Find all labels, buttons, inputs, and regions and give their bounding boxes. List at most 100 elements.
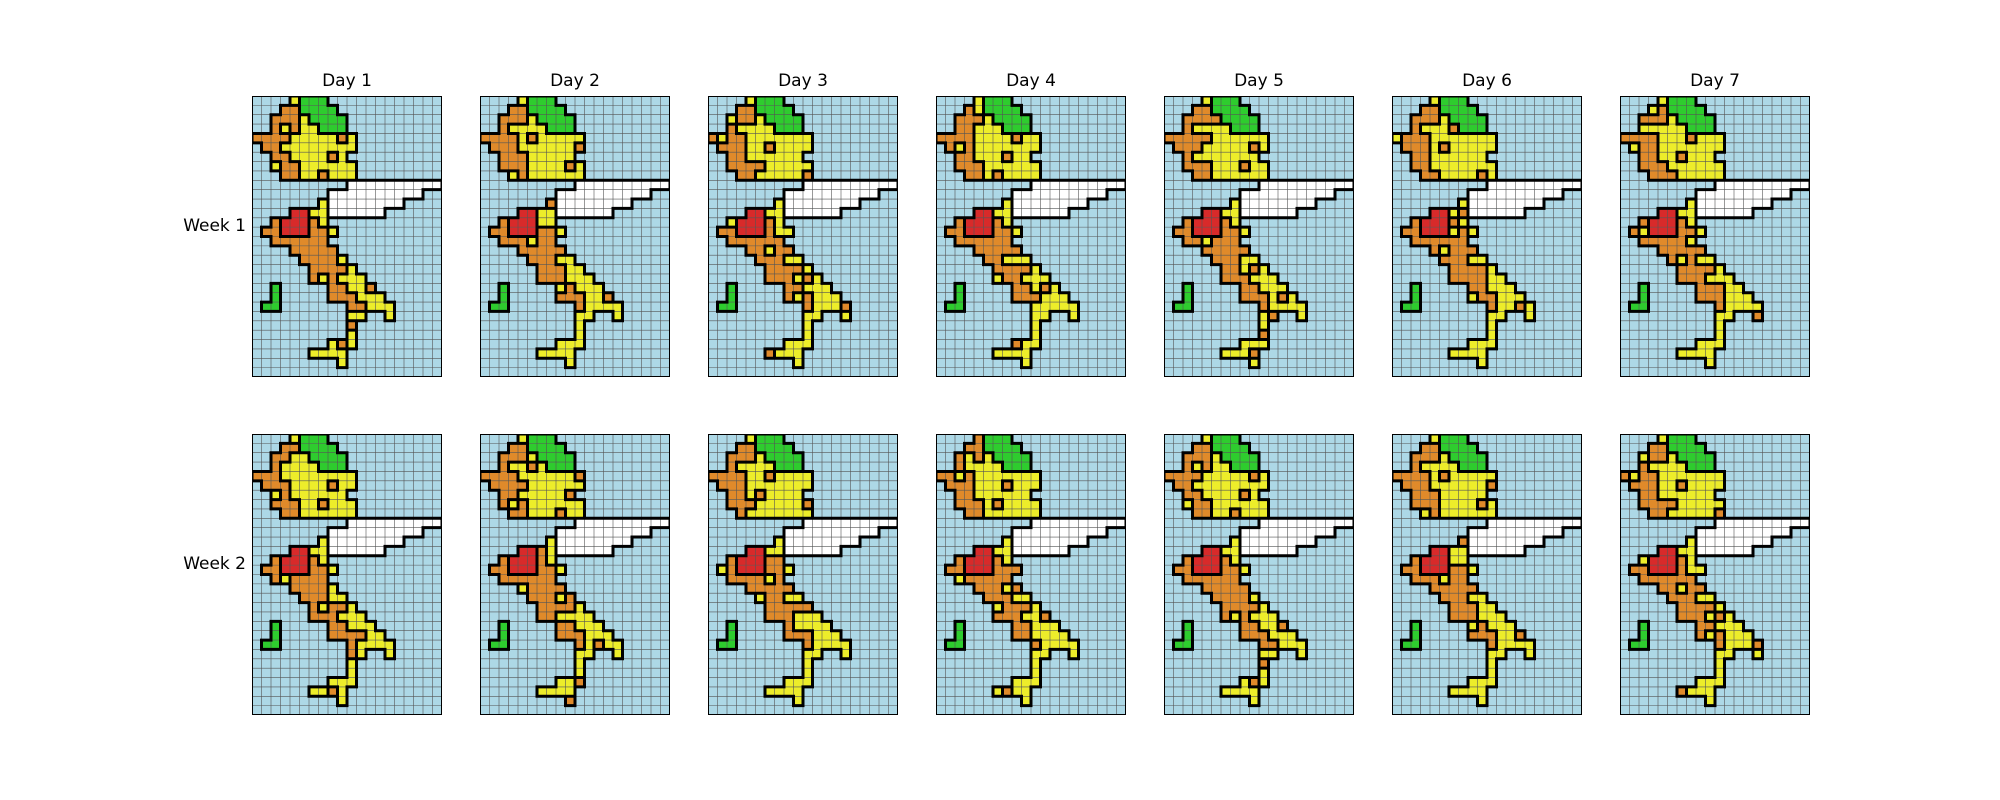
region-cell — [1705, 114, 1715, 125]
region-cell — [1639, 236, 1649, 246]
region-cell — [1002, 170, 1012, 181]
region-cell — [1240, 677, 1250, 687]
region-cell — [1059, 208, 1069, 218]
region-cell — [1012, 565, 1022, 575]
region-cell — [784, 621, 794, 631]
region-cell — [1031, 649, 1041, 659]
region-cell — [1002, 508, 1012, 519]
region-cell — [556, 227, 566, 237]
region-cell — [1050, 527, 1060, 538]
region-cell — [556, 611, 566, 622]
region-cell — [1487, 480, 1497, 491]
region-cell — [1078, 527, 1088, 538]
region-cell — [328, 499, 338, 509]
region-cell — [1211, 170, 1221, 181]
region-cell — [841, 189, 851, 200]
region-cell — [1297, 640, 1307, 650]
region-cell — [803, 630, 813, 641]
region-cell — [1268, 537, 1278, 547]
region-cell — [784, 630, 794, 641]
region-cell — [1696, 621, 1706, 631]
region-cell — [955, 161, 965, 171]
region-cell — [1800, 518, 1810, 528]
region-cell — [1230, 546, 1240, 556]
region-cell — [793, 621, 803, 631]
region-cell — [347, 170, 357, 181]
region-cell — [518, 152, 528, 162]
region-cell — [309, 583, 319, 594]
region-cell — [765, 348, 775, 359]
region-cell — [1240, 292, 1250, 303]
region-cell — [1221, 499, 1231, 509]
region-cell — [1050, 640, 1060, 650]
region-cell — [318, 217, 328, 228]
region-cell — [290, 152, 300, 162]
region-cell — [1696, 462, 1706, 472]
map-panel — [1620, 434, 1810, 715]
region-cell — [1715, 546, 1725, 556]
region-cell — [1202, 114, 1212, 125]
region-cell — [546, 208, 556, 218]
region-cell — [1240, 189, 1250, 200]
region-cell — [1012, 677, 1022, 687]
region-cell — [527, 452, 537, 463]
region-cell — [784, 152, 794, 162]
region-cell — [508, 443, 518, 453]
region-cell — [518, 471, 528, 481]
region-cell — [1420, 508, 1430, 519]
region-cell — [1449, 170, 1459, 181]
region-cell — [774, 208, 784, 218]
region-cell — [584, 630, 594, 641]
region-cell — [318, 208, 328, 218]
region-cell — [280, 480, 290, 491]
region-cell — [974, 574, 984, 584]
region-cell — [1724, 640, 1734, 650]
region-cell — [603, 292, 613, 303]
region-cell — [1705, 499, 1715, 509]
region-cell — [1012, 283, 1022, 293]
region-cell — [299, 105, 309, 115]
region-cell — [1658, 96, 1668, 106]
region-cell — [793, 114, 803, 125]
region-cell — [793, 283, 803, 293]
region-cell — [812, 630, 822, 641]
region-cell — [1097, 527, 1107, 538]
region-cell — [1202, 583, 1212, 594]
region-cell — [337, 133, 347, 143]
region-cell — [1781, 518, 1791, 528]
region-cell — [1021, 490, 1031, 500]
region-cell — [1021, 124, 1031, 134]
region-cell — [1059, 527, 1069, 538]
region-cell — [1667, 105, 1677, 115]
region-cell — [784, 170, 794, 181]
region-cell — [1031, 180, 1041, 190]
region-cell — [1240, 255, 1250, 265]
region-cell — [1031, 264, 1041, 274]
region-cell — [1487, 302, 1497, 312]
column-title: Day 6 — [1462, 71, 1512, 91]
region-cell — [1639, 124, 1649, 134]
region-cell — [1268, 302, 1278, 312]
region-cell — [755, 490, 765, 500]
region-cell — [1240, 264, 1250, 274]
region-cell — [575, 283, 585, 293]
region-cell — [356, 302, 366, 312]
region-cell — [1325, 180, 1335, 190]
region-cell — [1306, 199, 1316, 209]
region-cell — [527, 565, 537, 575]
region-cell — [1192, 452, 1202, 463]
region-cell — [1534, 518, 1544, 528]
region-cell — [518, 245, 528, 256]
column-title: Day 1 — [322, 71, 372, 91]
region-cell — [594, 546, 604, 556]
region-cell — [1458, 133, 1468, 143]
region-cell — [774, 199, 784, 209]
region-cell — [1268, 649, 1278, 659]
region-cell — [1059, 546, 1069, 556]
region-cell — [1002, 565, 1012, 575]
region-cell — [955, 152, 965, 162]
region-cell — [537, 499, 547, 509]
region-cell — [632, 527, 642, 538]
region-cell — [299, 161, 309, 171]
region-cell — [983, 227, 993, 237]
